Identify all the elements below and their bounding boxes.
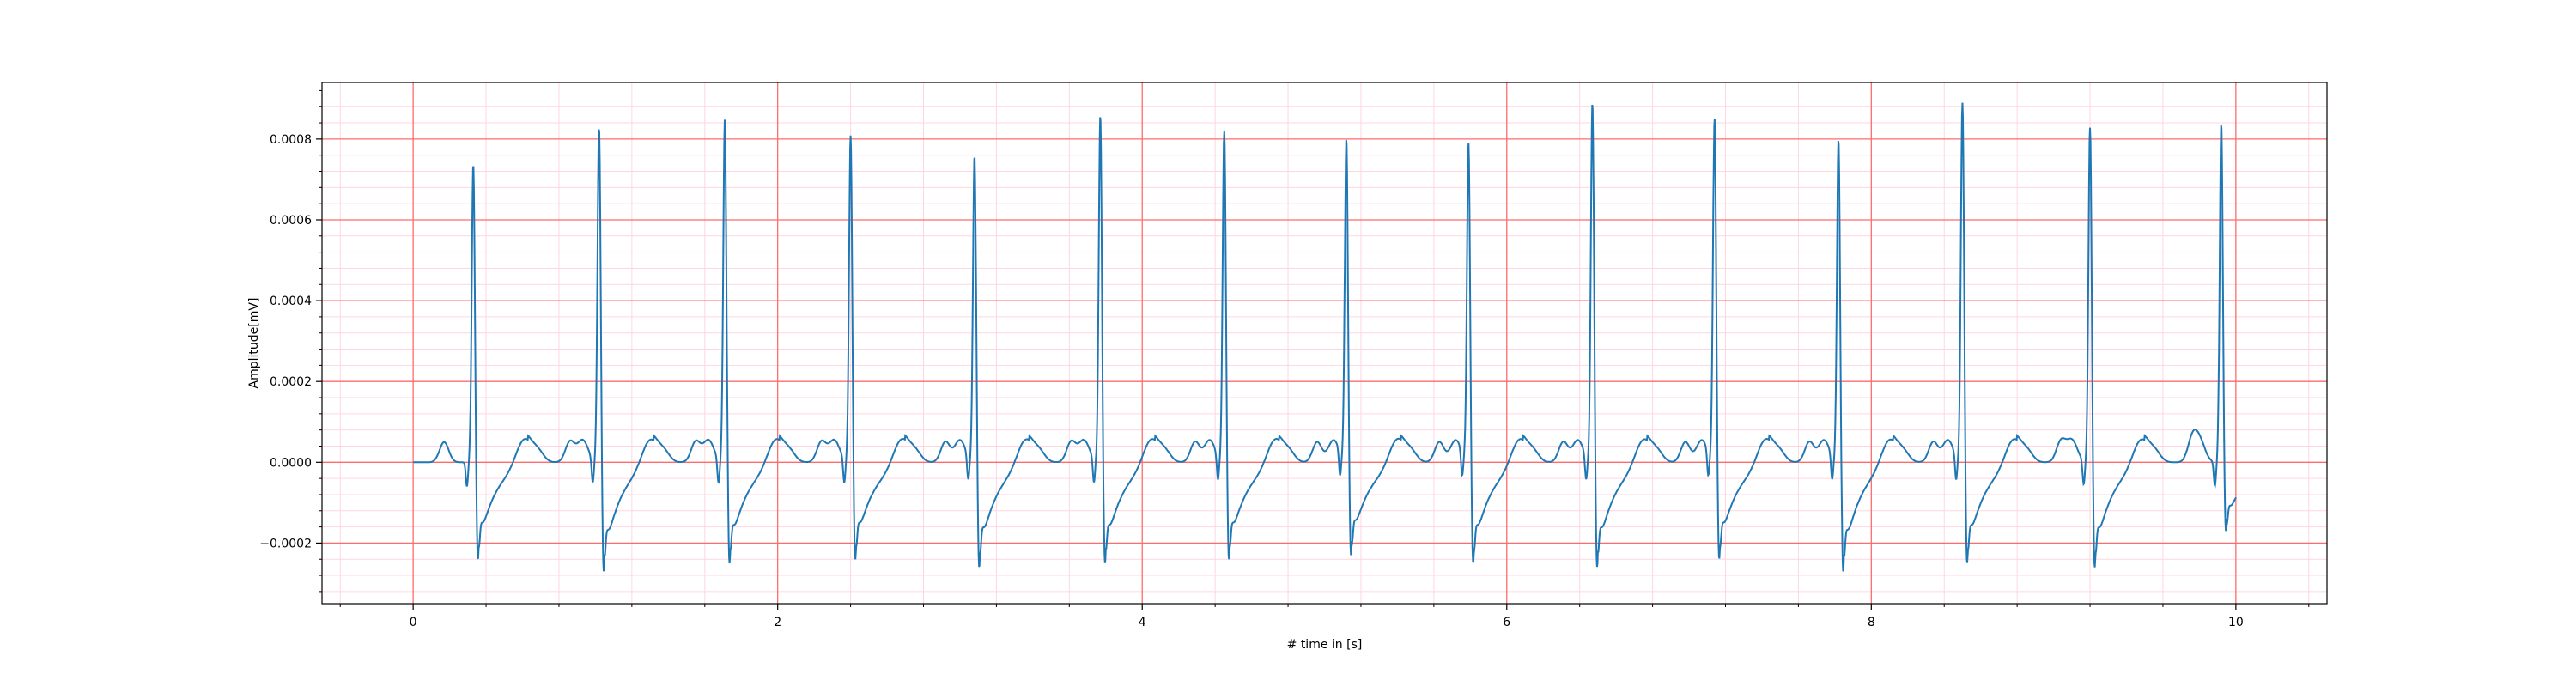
y-axis: −0.0002 0.0000 0.0002 0.0004 0.0006 0.0008 <box>259 89 322 593</box>
ecg-series-line <box>413 102 2237 572</box>
y-tick-label: −0.0002 <box>259 537 312 550</box>
y-tick-label: 0.0004 <box>270 295 312 308</box>
x-tick-label: 6 <box>1503 616 1510 629</box>
major-grid <box>322 82 2327 604</box>
x-axis-label: # time in [s] <box>1287 638 1363 652</box>
x-tick-label: 0 <box>410 616 417 629</box>
y-tick-label: 0.0006 <box>270 214 312 228</box>
x-tick-label: 4 <box>1139 616 1146 629</box>
y-tick-label: 0.0000 <box>270 456 312 470</box>
y-tick-label: 0.0008 <box>270 133 312 147</box>
x-axis: 0 2 4 6 8 10 <box>339 604 2310 629</box>
y-axis-label: Amplitude[mV] <box>247 298 261 389</box>
y-tick-label: 0.0002 <box>270 375 312 389</box>
minor-grid <box>322 82 2327 604</box>
x-tick-label: 10 <box>2228 616 2244 629</box>
plot-frame <box>321 82 2328 605</box>
x-tick-label: 2 <box>774 616 781 629</box>
x-tick-label: 8 <box>1868 616 1875 629</box>
